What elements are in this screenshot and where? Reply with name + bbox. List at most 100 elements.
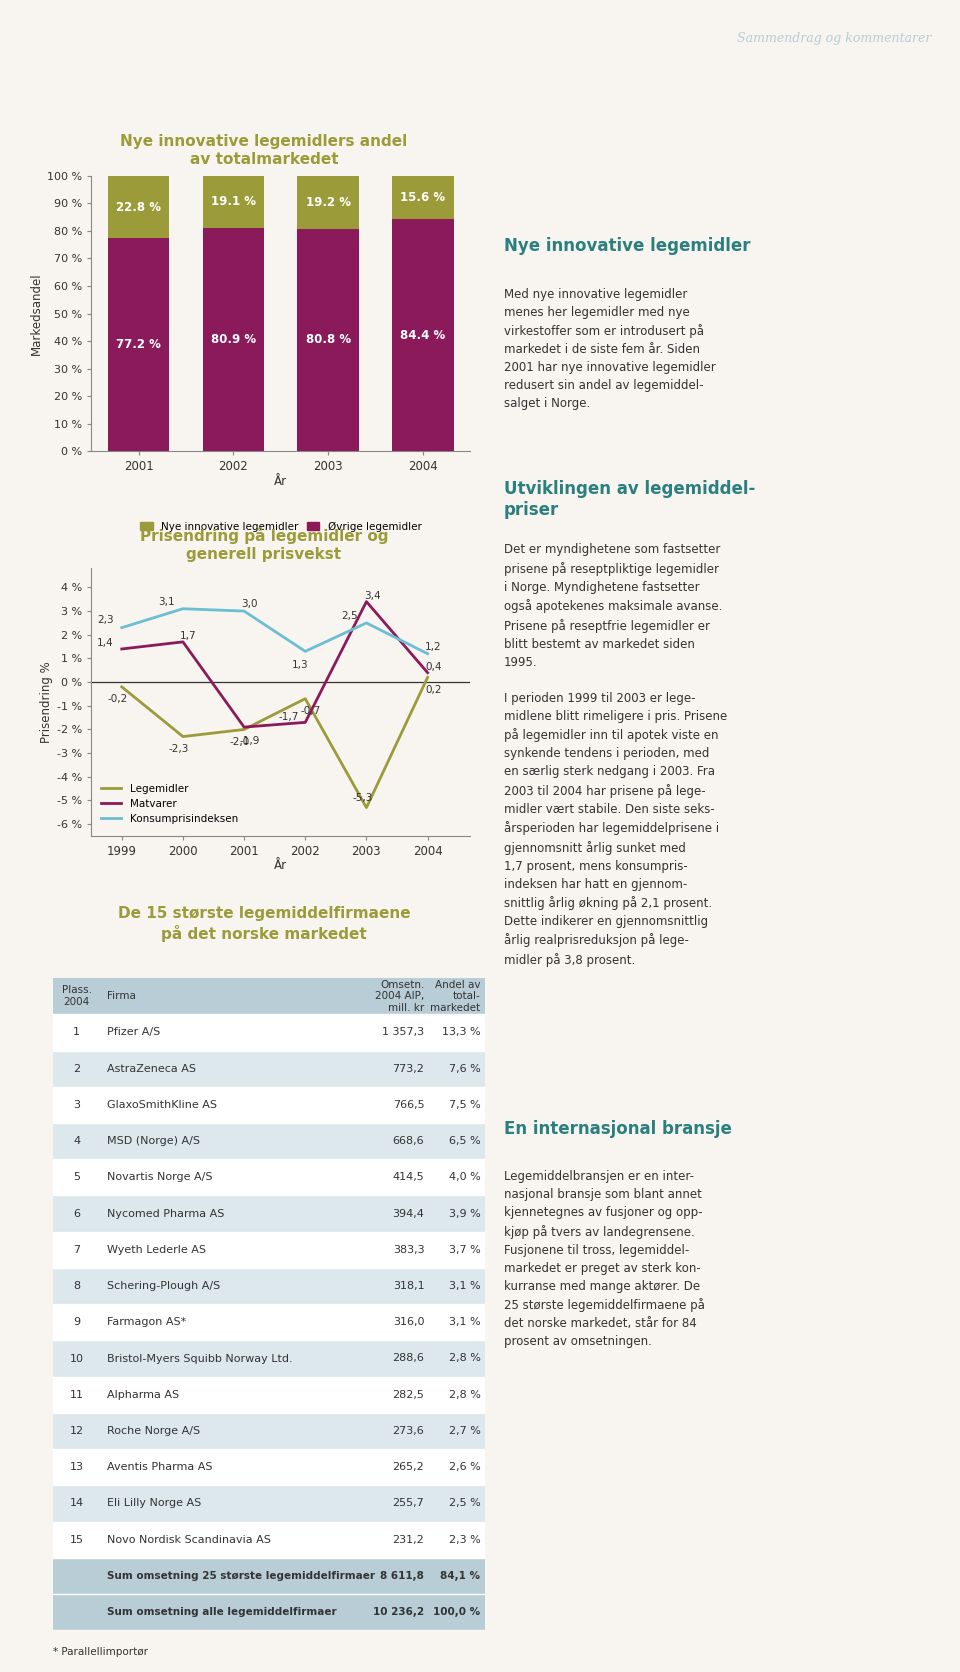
Text: 19.2 %: 19.2 % bbox=[305, 196, 350, 209]
X-axis label: År: År bbox=[275, 859, 287, 873]
Bar bbox=[53, 1267, 485, 1304]
Text: 84.4 %: 84.4 % bbox=[400, 328, 445, 341]
Bar bbox=[53, 1341, 485, 1376]
Text: 1,3: 1,3 bbox=[292, 660, 308, 670]
Text: AstraZeneca AS: AstraZeneca AS bbox=[107, 1063, 196, 1073]
Text: Sammendrag og kommentarer: Sammendrag og kommentarer bbox=[737, 32, 931, 45]
Text: Farmagon AS*: Farmagon AS* bbox=[107, 1318, 186, 1328]
Text: Pfizer A/S: Pfizer A/S bbox=[107, 1028, 160, 1037]
Text: 766,5: 766,5 bbox=[393, 1100, 424, 1110]
Text: 15.6 %: 15.6 % bbox=[400, 191, 445, 204]
Bar bbox=[298, 176, 359, 229]
Bar bbox=[298, 229, 359, 451]
Bar bbox=[53, 1015, 485, 1050]
Bar bbox=[53, 978, 485, 1015]
Text: Eli Lilly Norge AS: Eli Lilly Norge AS bbox=[107, 1498, 201, 1508]
Text: 1,2: 1,2 bbox=[425, 642, 442, 652]
Text: 13,3 %: 13,3 % bbox=[442, 1028, 481, 1037]
Text: 3,1 %: 3,1 % bbox=[449, 1281, 481, 1291]
Text: 22.8 %: 22.8 % bbox=[116, 201, 161, 214]
Text: -0,7: -0,7 bbox=[300, 706, 321, 716]
Text: 84,1 %: 84,1 % bbox=[441, 1572, 481, 1580]
Text: 288,6: 288,6 bbox=[393, 1354, 424, 1363]
Text: 265,2: 265,2 bbox=[393, 1463, 424, 1471]
Text: -0,2: -0,2 bbox=[108, 694, 128, 704]
Text: 9: 9 bbox=[73, 1318, 80, 1328]
Text: 3,1: 3,1 bbox=[158, 597, 175, 607]
Text: 2,5 %: 2,5 % bbox=[448, 1498, 481, 1508]
Text: 6: 6 bbox=[73, 1209, 80, 1219]
Text: Novo Nordisk Scandinavia AS: Novo Nordisk Scandinavia AS bbox=[107, 1535, 271, 1545]
Text: 1: 1 bbox=[73, 1028, 80, 1037]
Bar bbox=[53, 1485, 485, 1522]
Text: 10: 10 bbox=[69, 1354, 84, 1363]
Bar bbox=[53, 1558, 485, 1593]
Bar bbox=[53, 1413, 485, 1450]
Bar bbox=[53, 1124, 485, 1159]
Bar bbox=[53, 1232, 485, 1267]
Text: 8: 8 bbox=[73, 1281, 80, 1291]
Text: 11: 11 bbox=[69, 1389, 84, 1399]
Text: 3,9 %: 3,9 % bbox=[448, 1209, 481, 1219]
Bar bbox=[393, 176, 454, 219]
Bar bbox=[53, 1195, 485, 1232]
Text: Roche Norge A/S: Roche Norge A/S bbox=[107, 1426, 200, 1436]
Text: 255,7: 255,7 bbox=[393, 1498, 424, 1508]
Text: 15: 15 bbox=[69, 1535, 84, 1545]
Text: Firma: Firma bbox=[107, 991, 135, 1002]
Bar bbox=[203, 229, 264, 451]
Bar bbox=[53, 1050, 485, 1087]
Text: 5: 5 bbox=[73, 1172, 80, 1182]
X-axis label: År: År bbox=[275, 475, 287, 488]
Text: 318,1: 318,1 bbox=[393, 1281, 424, 1291]
Text: 2,6 %: 2,6 % bbox=[448, 1463, 481, 1471]
Text: Det er myndighetene som fastsetter
prisene på reseptpliktige legemidler
i Norge.: Det er myndighetene som fastsetter prise… bbox=[504, 543, 728, 966]
Text: Bristol-Myers Squibb Norway Ltd.: Bristol-Myers Squibb Norway Ltd. bbox=[107, 1354, 293, 1363]
Bar bbox=[108, 176, 169, 239]
Text: 2,8 %: 2,8 % bbox=[448, 1389, 481, 1399]
Text: 3,1 %: 3,1 % bbox=[449, 1318, 481, 1328]
Bar bbox=[53, 1450, 485, 1485]
Text: 2,5: 2,5 bbox=[342, 610, 358, 620]
Text: Nycomed Pharma AS: Nycomed Pharma AS bbox=[107, 1209, 225, 1219]
Text: 282,5: 282,5 bbox=[393, 1389, 424, 1399]
Text: 7: 7 bbox=[73, 1246, 80, 1254]
Text: Andel av
total-
markedet: Andel av total- markedet bbox=[430, 980, 481, 1013]
Text: 2,8 %: 2,8 % bbox=[448, 1354, 481, 1363]
Legend: Legemidler, Matvarer, Konsumprisindeksen: Legemidler, Matvarer, Konsumprisindeksen bbox=[96, 779, 242, 828]
Text: Med nye innovative legemidler
menes her legemidler med nye
virkestoffer som er i: Med nye innovative legemidler menes her … bbox=[504, 288, 716, 410]
Text: 3: 3 bbox=[73, 1100, 80, 1110]
Text: GlaxoSmithKline AS: GlaxoSmithKline AS bbox=[107, 1100, 217, 1110]
Text: En internasjonal bransje: En internasjonal bransje bbox=[504, 1120, 732, 1139]
Text: 10 236,2: 10 236,2 bbox=[373, 1607, 424, 1617]
Text: 273,6: 273,6 bbox=[393, 1426, 424, 1436]
Text: Nye innovative legemidlers andel
av totalmarkedet: Nye innovative legemidlers andel av tota… bbox=[120, 134, 408, 167]
Text: 0,4: 0,4 bbox=[425, 662, 442, 672]
Text: -5,3: -5,3 bbox=[352, 793, 372, 803]
Y-axis label: Markedsandel: Markedsandel bbox=[30, 273, 43, 354]
Text: 414,5: 414,5 bbox=[393, 1172, 424, 1182]
Text: * Parallellimportør: * Parallellimportør bbox=[53, 1647, 148, 1657]
Text: 1 357,3: 1 357,3 bbox=[382, 1028, 424, 1037]
Text: Aventis Pharma AS: Aventis Pharma AS bbox=[107, 1463, 212, 1471]
Text: Plass.
2004: Plass. 2004 bbox=[61, 985, 91, 1007]
Text: 394,4: 394,4 bbox=[393, 1209, 424, 1219]
Bar bbox=[53, 1304, 485, 1341]
Legend: Nye innovative legemidler, Øvrige legemidler: Nye innovative legemidler, Øvrige legemi… bbox=[136, 517, 425, 537]
Text: 100,0 %: 100,0 % bbox=[433, 1607, 481, 1617]
Text: 383,3: 383,3 bbox=[393, 1246, 424, 1254]
Text: Schering-Plough A/S: Schering-Plough A/S bbox=[107, 1281, 220, 1291]
Text: 14: 14 bbox=[69, 1498, 84, 1508]
Text: 2: 2 bbox=[73, 1063, 80, 1073]
Text: Utviklingen av legemiddel-
priser: Utviklingen av legemiddel- priser bbox=[504, 480, 756, 518]
Bar bbox=[53, 1522, 485, 1558]
Text: MSD (Norge) A/S: MSD (Norge) A/S bbox=[107, 1137, 200, 1145]
Text: 3,7 %: 3,7 % bbox=[448, 1246, 481, 1254]
Text: -1,9: -1,9 bbox=[239, 736, 260, 746]
Text: 3,0: 3,0 bbox=[241, 599, 258, 609]
Bar bbox=[393, 219, 454, 451]
Text: 773,2: 773,2 bbox=[393, 1063, 424, 1073]
Bar bbox=[108, 239, 169, 451]
Text: 8 611,8: 8 611,8 bbox=[380, 1572, 424, 1580]
Text: 2,3 %: 2,3 % bbox=[448, 1535, 481, 1545]
